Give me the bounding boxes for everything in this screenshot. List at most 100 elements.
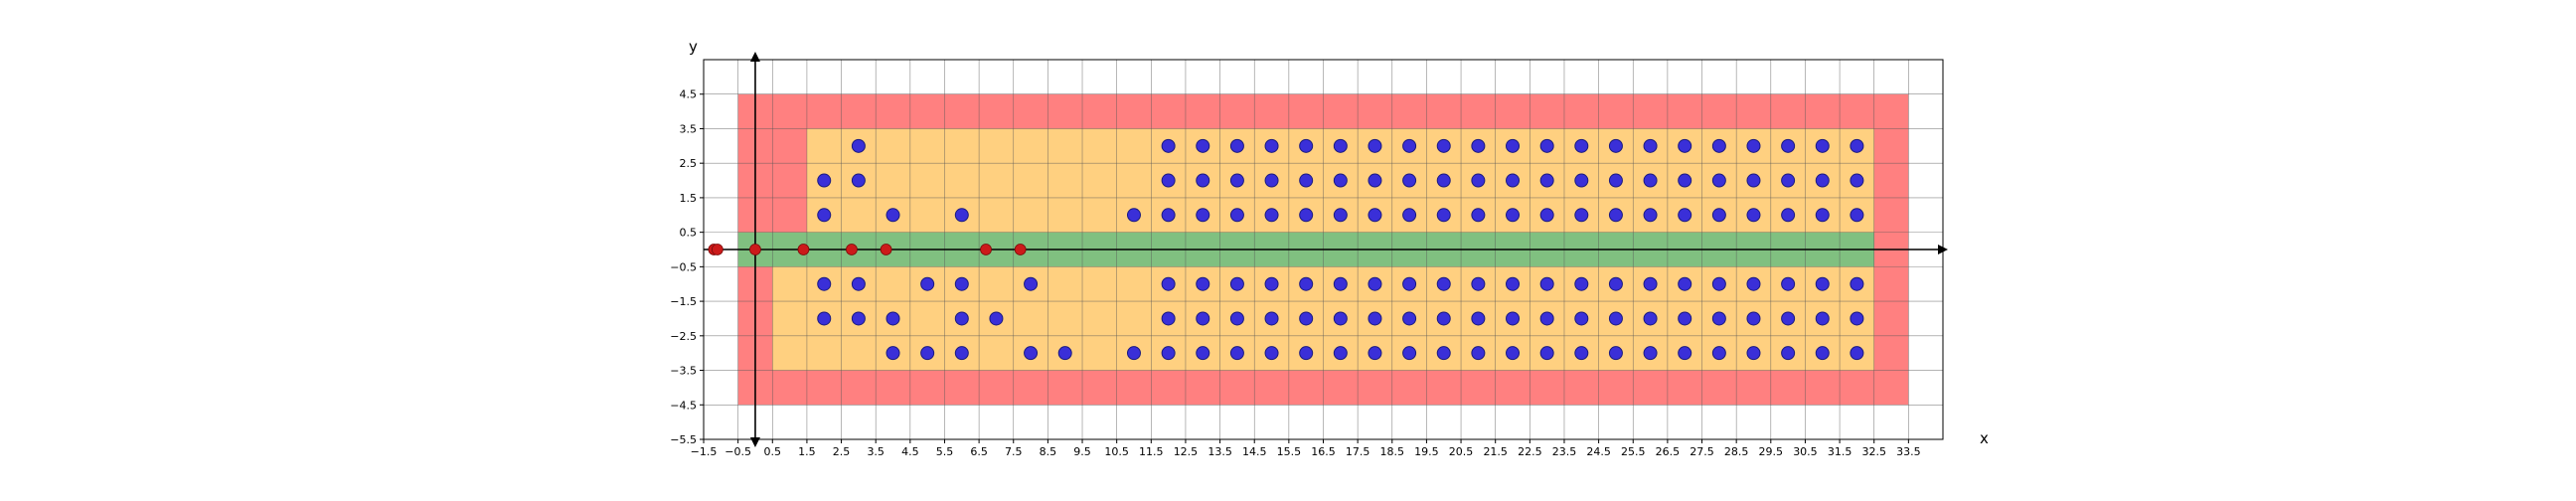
red-point xyxy=(797,244,810,255)
blue-point xyxy=(1161,173,1176,188)
blue-point xyxy=(1678,138,1692,153)
blue-point xyxy=(1815,173,1830,188)
blue-point xyxy=(886,311,900,326)
blue-point xyxy=(1299,173,1314,188)
blue-point xyxy=(1402,208,1417,223)
blue-point xyxy=(1161,276,1176,291)
x-tick-label: 8.5 xyxy=(1040,445,1057,458)
blue-point xyxy=(1471,208,1486,223)
blue-point xyxy=(1850,173,1864,188)
blue-point xyxy=(1057,346,1072,361)
blue-point xyxy=(1678,173,1692,188)
x-tick-label: 26.5 xyxy=(1656,445,1681,458)
x-tick-label: 16.5 xyxy=(1311,445,1336,458)
blue-point xyxy=(1850,208,1864,223)
blue-point xyxy=(1264,208,1279,223)
blue-point xyxy=(1333,173,1348,188)
blue-point xyxy=(1333,311,1348,326)
x-tick-label: 14.5 xyxy=(1242,445,1267,458)
blue-point xyxy=(1126,346,1141,361)
y-tick-label: 4.5 xyxy=(680,88,698,101)
blue-point xyxy=(1368,173,1382,188)
blue-point xyxy=(1264,311,1279,326)
blue-point xyxy=(1574,138,1589,153)
blue-point xyxy=(1746,311,1761,326)
x-tick-label: 11.5 xyxy=(1139,445,1164,458)
blue-point xyxy=(1608,208,1623,223)
blue-point xyxy=(1264,346,1279,361)
blue-point xyxy=(1711,276,1726,291)
blue-point xyxy=(1471,138,1486,153)
blue-point xyxy=(954,208,969,223)
blue-point xyxy=(1229,346,1244,361)
x-tick-label: 28.5 xyxy=(1724,445,1749,458)
blue-point xyxy=(1850,311,1864,326)
y-tick-label: −3.5 xyxy=(670,365,697,378)
red-point xyxy=(846,244,858,255)
blue-point xyxy=(1781,173,1796,188)
blue-point xyxy=(1781,346,1796,361)
x-tick-label: 23.5 xyxy=(1552,445,1577,458)
blue-point xyxy=(1711,138,1726,153)
blue-point xyxy=(1643,138,1658,153)
x-tick-label: 2.5 xyxy=(833,445,851,458)
blue-point xyxy=(1229,311,1244,326)
blue-point xyxy=(920,346,935,361)
blue-point xyxy=(1196,346,1210,361)
x-tick-label: 27.5 xyxy=(1690,445,1714,458)
blue-point xyxy=(1815,276,1830,291)
blue-point xyxy=(1643,311,1658,326)
x-tick-label: 30.5 xyxy=(1793,445,1818,458)
x-tick-label: 7.5 xyxy=(1005,445,1023,458)
blue-point xyxy=(1161,208,1176,223)
y-tick-label: −1.5 xyxy=(670,295,697,308)
blue-point xyxy=(1574,311,1589,326)
blue-point xyxy=(1333,208,1348,223)
blue-point xyxy=(1196,173,1210,188)
blue-point xyxy=(1506,208,1521,223)
x-tick-label: 12.5 xyxy=(1174,445,1199,458)
blue-point xyxy=(1436,346,1451,361)
x-tick-label: 21.5 xyxy=(1483,445,1508,458)
blue-point xyxy=(1333,138,1348,153)
blue-point xyxy=(1506,311,1521,326)
blue-point xyxy=(1161,346,1176,361)
x-tick-label: 3.5 xyxy=(867,445,885,458)
x-tick-label: 15.5 xyxy=(1277,445,1302,458)
blue-point xyxy=(1229,276,1244,291)
blue-point xyxy=(1196,276,1210,291)
blue-point xyxy=(989,311,1004,326)
blue-point xyxy=(1678,311,1692,326)
blue-point xyxy=(1711,346,1726,361)
blue-point xyxy=(1746,138,1761,153)
blue-point xyxy=(1196,311,1210,326)
y-tick-label: 0.5 xyxy=(680,227,698,240)
x-tick-label: 0.5 xyxy=(764,445,782,458)
blue-point xyxy=(1539,138,1554,153)
blue-point xyxy=(1264,276,1279,291)
blue-point xyxy=(1333,276,1348,291)
blue-point xyxy=(1436,138,1451,153)
blue-point xyxy=(954,311,969,326)
x-tick-label: 19.5 xyxy=(1414,445,1439,458)
blue-point xyxy=(1264,138,1279,153)
blue-point xyxy=(1539,311,1554,326)
y-axis-label: y xyxy=(689,38,698,56)
blue-point xyxy=(1711,208,1726,223)
blue-point xyxy=(1506,276,1521,291)
blue-point xyxy=(1643,208,1658,223)
blue-point xyxy=(1539,173,1554,188)
blue-point xyxy=(1746,173,1761,188)
x-tick-label: 29.5 xyxy=(1759,445,1784,458)
blue-point xyxy=(1815,311,1830,326)
blue-point xyxy=(1574,173,1589,188)
blue-point xyxy=(1368,346,1382,361)
x-tick-label: 4.5 xyxy=(901,445,919,458)
y-tick-label: 2.5 xyxy=(680,157,698,170)
y-tick-label: 3.5 xyxy=(680,122,698,135)
blue-point xyxy=(1024,346,1039,361)
x-tick-label: 5.5 xyxy=(936,445,954,458)
blue-point xyxy=(1746,208,1761,223)
blue-point xyxy=(1711,311,1726,326)
